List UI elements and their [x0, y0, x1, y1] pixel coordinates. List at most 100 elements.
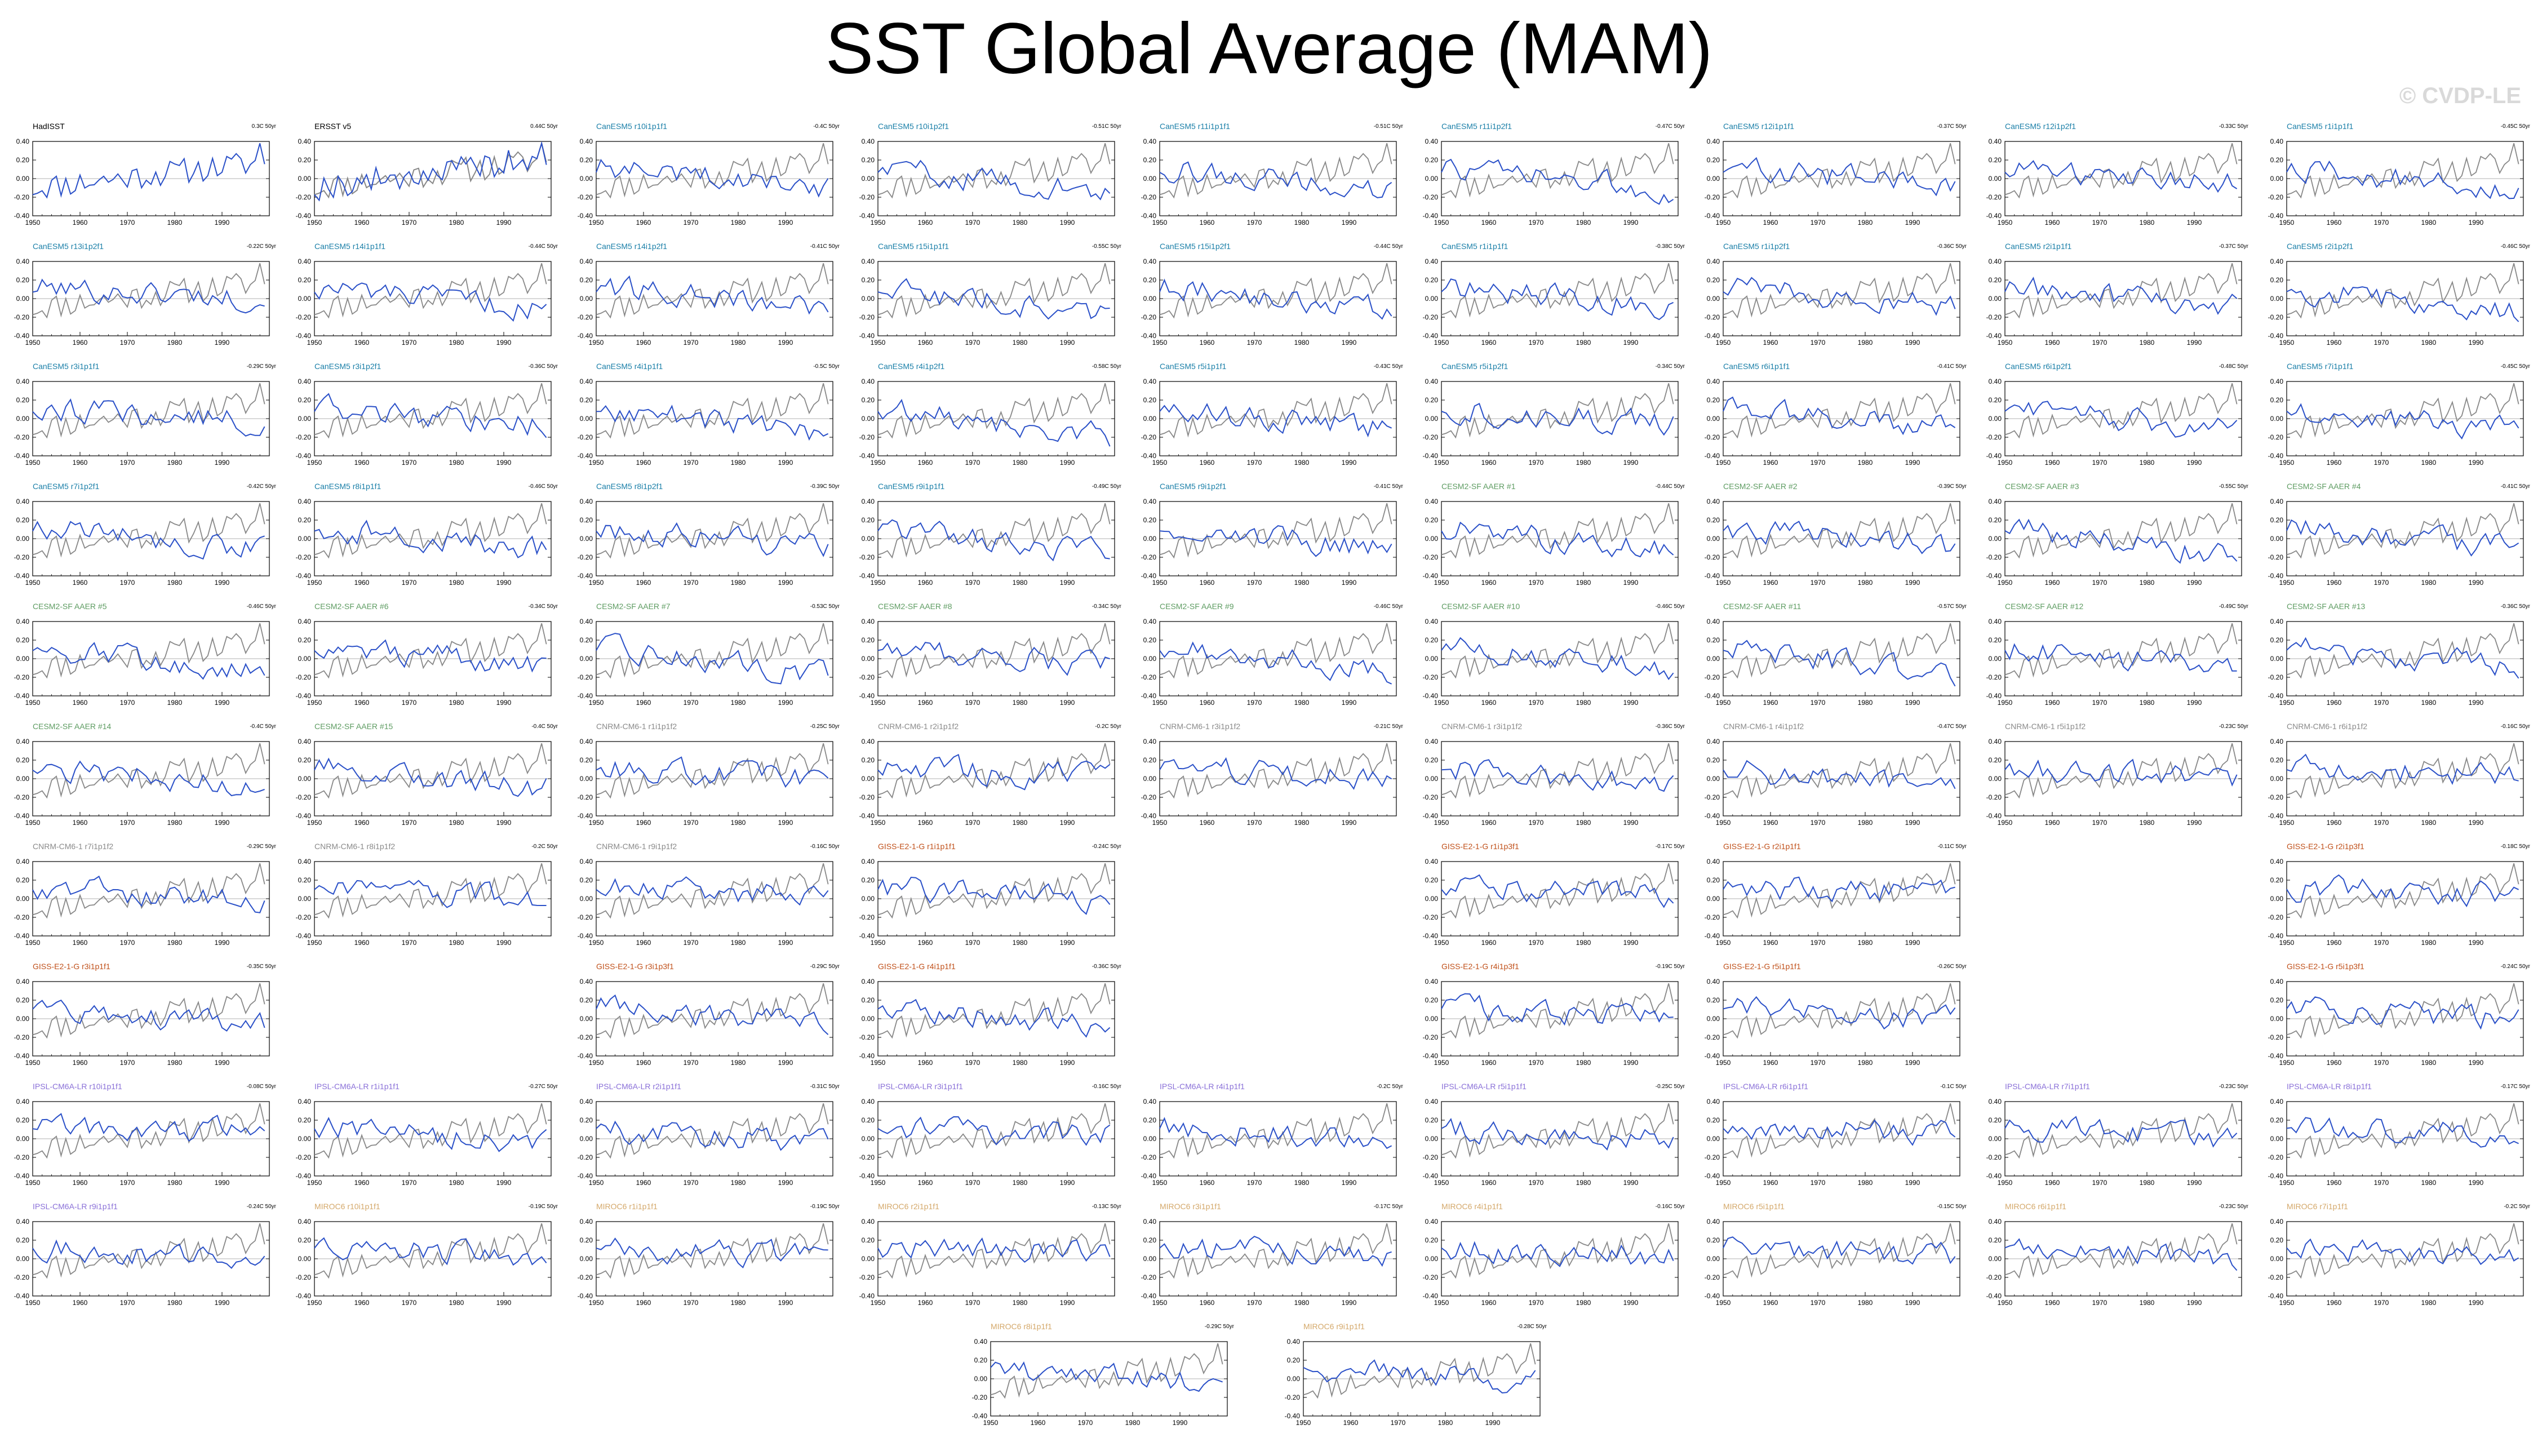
x-tick-label: 1990 — [2187, 1179, 2202, 1187]
y-tick-label: -0.20 — [2268, 1153, 2284, 1161]
panel-title: CanESM5 r7i1p2f1 — [33, 482, 100, 491]
x-tick-label: 1970 — [1247, 579, 1262, 587]
obs-line — [877, 623, 1111, 679]
y-tick-label: 0.20 — [1989, 516, 2002, 524]
panel-title: GISS-E2-1-G r3i1p1f1 — [33, 962, 110, 971]
y-tick-label: 0.40 — [1143, 258, 1157, 265]
y-tick-label: -0.20 — [578, 553, 593, 561]
x-tick-label: 1970 — [2092, 819, 2107, 827]
x-tick-label: 1970 — [402, 459, 417, 467]
panel-title: IPSL-CM6A-LR r1i1p1f1 — [314, 1082, 400, 1091]
x-tick-label: 1950 — [1998, 459, 2013, 467]
y-tick-label: -0.20 — [1423, 673, 1439, 681]
panel-title: GISS-E2-1-G r1i1p3f1 — [1441, 842, 1519, 851]
x-tick-label: 1960 — [2327, 219, 2342, 227]
x-tick-label: 1970 — [2092, 579, 2107, 587]
obs-line — [1723, 983, 1956, 1039]
y-tick-label: 0.40 — [1425, 1098, 1439, 1106]
y-tick-label: 0.00 — [1143, 775, 1157, 783]
panel-title: CanESM5 r3i1p1f1 — [33, 362, 100, 371]
panel-trend: -0.36C 50yr — [1937, 243, 1967, 250]
panel-title: CanESM5 r2i1p2f1 — [2287, 242, 2354, 251]
y-tick-label: 0.40 — [298, 738, 312, 745]
x-tick-label: 1990 — [215, 699, 230, 707]
panel-trend: -0.2C 50yr — [1095, 723, 1121, 730]
x-tick-label: 1970 — [2374, 579, 2389, 587]
x-tick-label: 1980 — [2140, 459, 2155, 467]
x-tick-label: 1980 — [167, 819, 183, 827]
y-tick-label: -0.20 — [1141, 553, 1157, 561]
obs-line — [1441, 143, 1674, 199]
y-tick-label: -0.20 — [1705, 1273, 1720, 1281]
x-tick-label: 1980 — [2421, 939, 2437, 947]
panel-trend: -0.34C 50yr — [1091, 603, 1121, 610]
y-tick-label: 0.00 — [1425, 1255, 1439, 1263]
panel-title: CNRM-CM6-1 r6i1p1f2 — [2287, 722, 2368, 731]
y-tick-label: -0.20 — [1986, 1153, 2002, 1161]
x-tick-label: 1950 — [307, 459, 322, 467]
x-tick-label: 1950 — [589, 819, 604, 827]
y-tick-label: 0.00 — [580, 895, 593, 903]
y-tick-label: 0.20 — [1143, 276, 1157, 284]
y-tick-label: 0.20 — [580, 276, 593, 284]
x-tick-label: 1990 — [1060, 819, 1075, 827]
y-tick-label: 0.40 — [1143, 738, 1157, 745]
x-tick-label: 1970 — [1811, 699, 1826, 707]
series-line — [596, 275, 829, 315]
y-tick-label: -0.40 — [296, 932, 312, 940]
x-tick-label: 1970 — [1529, 1059, 1544, 1067]
series-line — [314, 393, 547, 438]
y-tick-label: -0.40 — [1423, 572, 1439, 580]
y-tick-label: 0.40 — [580, 378, 593, 385]
y-tick-label: 0.20 — [16, 276, 30, 284]
y-tick-label: 0.00 — [1425, 415, 1439, 423]
panel-trend: -0.45C 50yr — [2500, 123, 2530, 130]
x-tick-label: 1950 — [1716, 219, 1731, 227]
x-tick-label: 1960 — [1481, 459, 1497, 467]
y-tick-label: 0.40 — [1707, 978, 1720, 986]
panel-trend: -0.4C 50yr — [813, 123, 840, 130]
x-tick-label: 1970 — [965, 339, 980, 347]
obs-line — [2286, 743, 2519, 799]
panel-trend: -0.4C 50yr — [250, 723, 276, 730]
series-line — [314, 282, 547, 322]
x-tick-label: 1980 — [2140, 219, 2155, 227]
x-tick-label: 1990 — [2469, 819, 2484, 827]
x-tick-label: 1950 — [871, 459, 886, 467]
y-tick-label: -0.40 — [578, 1172, 593, 1180]
x-tick-label: 1980 — [167, 579, 183, 587]
x-tick-label: 1990 — [1905, 579, 1920, 587]
obs-line — [1159, 1103, 1392, 1159]
y-tick-label: -0.20 — [14, 1033, 30, 1041]
series-line — [1441, 402, 1674, 436]
series-line — [877, 159, 1111, 201]
x-tick-label: 1980 — [1294, 579, 1310, 587]
x-tick-label: 1970 — [402, 939, 417, 947]
y-tick-label: -0.20 — [2268, 1273, 2284, 1281]
y-tick-label: 0.20 — [1989, 156, 2002, 164]
panel-title: CNRM-CM6-1 r2i1p1f2 — [878, 722, 959, 731]
x-tick-label: 1950 — [1716, 459, 1731, 467]
x-tick-label: 1950 — [1716, 579, 1731, 587]
y-tick-label: -0.40 — [296, 332, 312, 340]
y-tick-label: -0.40 — [859, 692, 875, 700]
x-tick-label: 1980 — [1013, 1179, 1028, 1187]
x-tick-label: 1980 — [2140, 1179, 2155, 1187]
x-tick-label: 1950 — [1152, 339, 1168, 347]
y-tick-label: -0.20 — [1986, 193, 2002, 201]
y-tick-label: -0.20 — [1141, 793, 1157, 801]
x-tick-label: 1980 — [167, 339, 183, 347]
x-tick-label: 1980 — [449, 939, 464, 947]
y-tick-label: 0.20 — [1425, 396, 1439, 404]
obs-line — [1723, 743, 1956, 799]
y-tick-label: 0.40 — [580, 1218, 593, 1226]
panel-trend: -0.47C 50yr — [1655, 123, 1685, 130]
